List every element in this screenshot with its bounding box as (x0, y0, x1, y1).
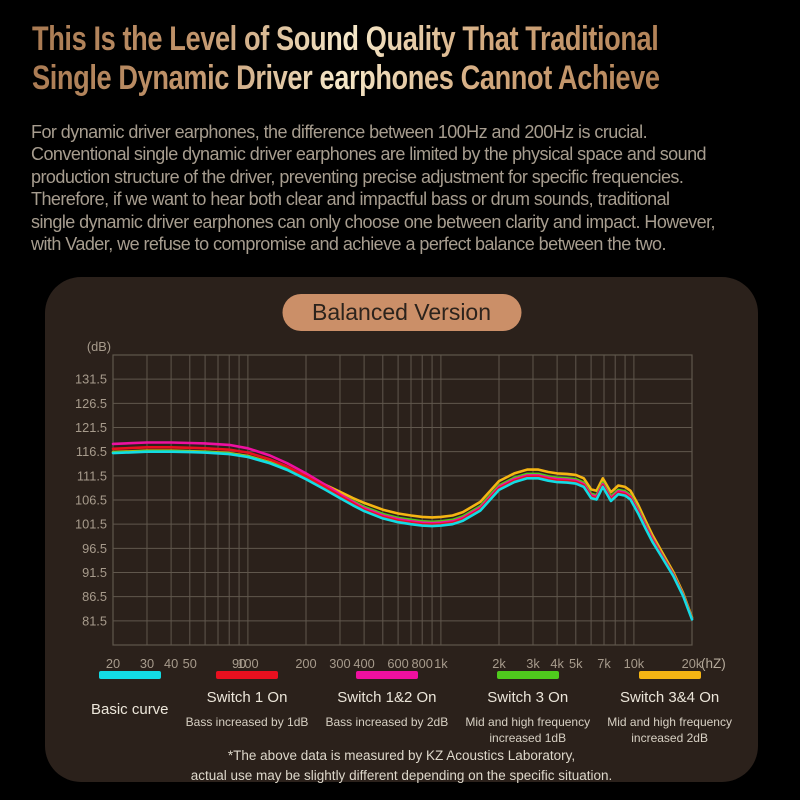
footnote: *The above data is measured by KZ Acoust… (190, 748, 613, 783)
svg-text:1k: 1k (434, 656, 448, 671)
page-title: This Is the Level of Sound Quality That … (32, 20, 660, 98)
version-badge: Balanced Version (281, 294, 522, 331)
legend-swatch-magenta (355, 671, 418, 679)
svg-text:111.5: 111.5 (77, 468, 107, 483)
svg-text:96.5: 96.5 (82, 541, 107, 556)
svg-text:20k: 20k (682, 656, 703, 671)
svg-text:7k: 7k (597, 656, 611, 671)
legend-item-switch-3: Switch 3 On Mid and high frequency incre… (465, 671, 590, 746)
legend-swatch-red (216, 671, 279, 679)
svg-text:10k: 10k (624, 656, 645, 671)
svg-text:2k: 2k (492, 656, 506, 671)
intro-paragraph: For dynamic driver earphones, the differ… (31, 122, 716, 255)
svg-text:116.5: 116.5 (76, 444, 107, 459)
legend-swatch-yellow (638, 671, 701, 679)
svg-text:(hZ): (hZ) (701, 656, 726, 671)
legend-sublabel: Bass increased by 1dB (185, 715, 309, 729)
frequency-response-chart: 131.5 126.5 121.5 116.5 111.5 106.5 101.5 96.5 9… (75, 339, 726, 671)
legend-label: Switch 3&4 On (619, 689, 720, 706)
svg-text:30: 30 (140, 656, 154, 671)
svg-text:86.5: 86.5 (82, 589, 107, 604)
svg-text:81.5: 81.5 (82, 613, 107, 628)
svg-text:126.5: 126.5 (75, 396, 107, 411)
legend-item-switch-3-4: Switch 3&4 On Mid and high frequency inc… (607, 671, 732, 746)
legend-item-basic-curve: Basic curve (91, 671, 169, 746)
legend-label: Switch 3 On (487, 689, 569, 706)
svg-text:121.5: 121.5 (75, 420, 107, 435)
svg-text:4k: 4k (550, 656, 564, 671)
svg-text:300: 300 (329, 656, 350, 671)
svg-text:200: 200 (295, 656, 316, 671)
legend-swatch-green (496, 671, 559, 679)
legend-label: Switch 1 On (206, 689, 288, 706)
svg-text:50: 50 (183, 656, 197, 671)
svg-text:40: 40 (164, 656, 178, 671)
svg-text:400: 400 (353, 656, 374, 671)
svg-text:101.5: 101.5 (75, 517, 107, 532)
svg-text:90: 90 (232, 656, 246, 671)
chart-panel: Balanced Version 131.5 126.5 121.5 116.5 111… (45, 277, 758, 783)
svg-text:131.5: 131.5 (75, 372, 107, 387)
legend-sublabel: Bass increased by 2dB (325, 715, 449, 729)
svg-text:(dB): (dB) (87, 339, 111, 354)
chart-legend: Basic curve Switch 1 On Bass increased b… (45, 671, 758, 746)
legend-item-switch-1-2: Switch 1&2 On Bass increased by 2dB (325, 671, 449, 746)
svg-text:800: 800 (412, 656, 433, 671)
svg-text:100: 100 (237, 656, 258, 671)
legend-label: Switch 1&2 On (337, 689, 437, 706)
legend-sublabel: Mid and high frequency increased 2dB (607, 715, 732, 746)
svg-text:106.5: 106.5 (75, 493, 107, 508)
svg-text:5k: 5k (569, 656, 583, 671)
legend-label: Basic curve (91, 701, 169, 718)
svg-text:20: 20 (106, 656, 120, 671)
page-title-line1: This Is the Level of Sound Quality That … (32, 20, 659, 58)
legend-sublabel: Mid and high frequency increased 1dB (465, 715, 591, 746)
svg-text:3k: 3k (526, 656, 540, 671)
svg-text:91.5: 91.5 (82, 565, 107, 580)
legend-item-switch-1: Switch 1 On Bass increased by 1dB (185, 671, 309, 746)
page-title-line2: Single Dynamic Driver earphones Cannot A… (32, 59, 660, 97)
legend-swatch-cyan (98, 671, 161, 679)
svg-text:600: 600 (387, 656, 408, 671)
